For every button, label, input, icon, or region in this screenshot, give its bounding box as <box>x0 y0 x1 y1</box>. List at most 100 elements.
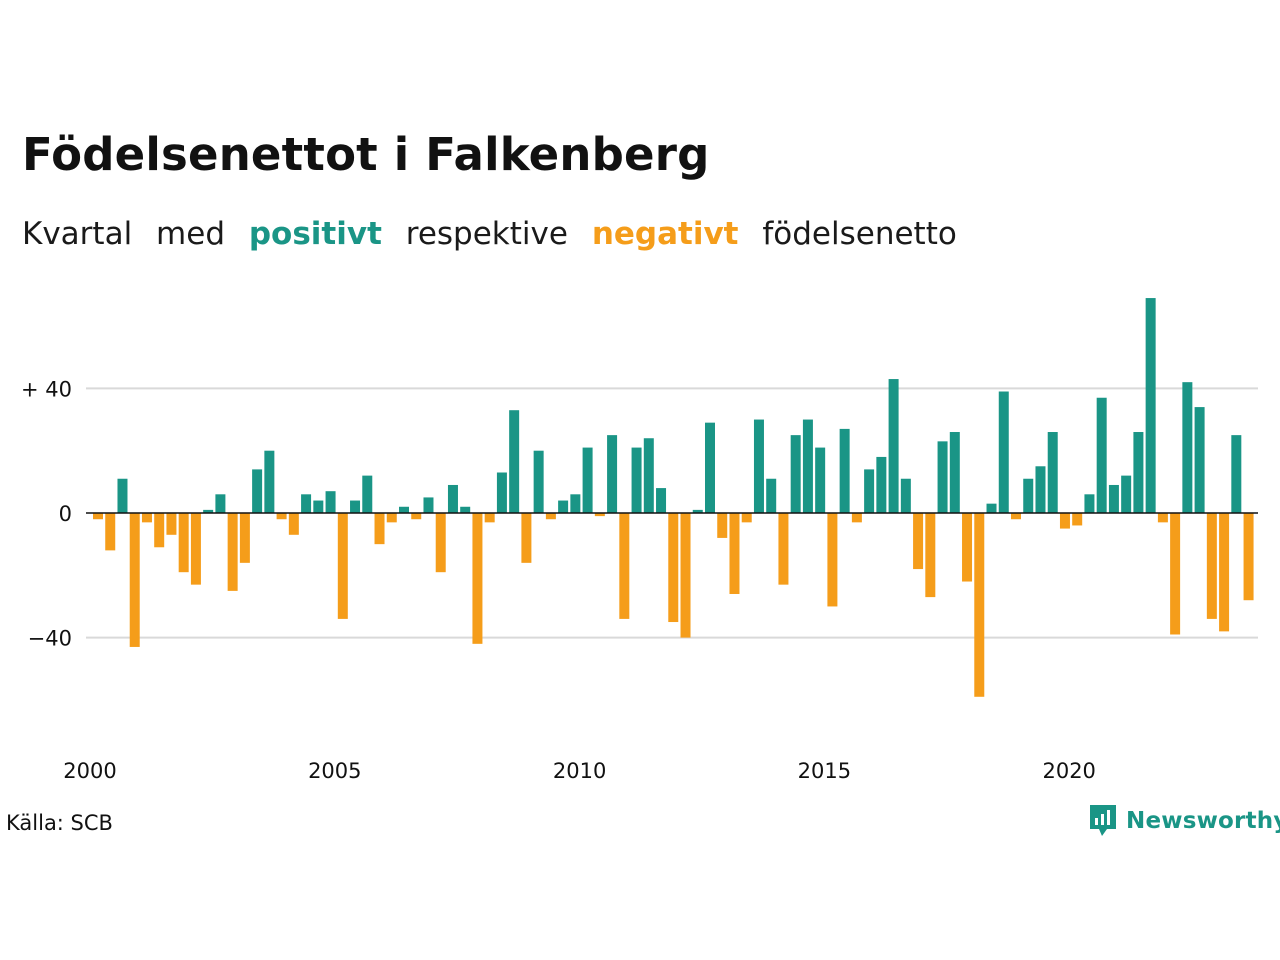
bar <box>778 513 789 585</box>
bar <box>252 469 263 513</box>
bar <box>1243 513 1254 601</box>
bar <box>1011 513 1021 520</box>
bar <box>117 478 128 514</box>
bar <box>558 500 569 513</box>
bar <box>705 422 715 513</box>
bar <box>1206 513 1217 619</box>
y-axis-ticks: + 40 0 −40 <box>21 377 72 650</box>
bar <box>827 513 838 607</box>
bar <box>1157 513 1168 523</box>
bar <box>1047 432 1058 513</box>
bar <box>423 497 434 514</box>
bar <box>1096 397 1107 513</box>
bar <box>203 509 214 513</box>
y-tick-label: + 40 <box>21 377 72 401</box>
bar <box>815 447 826 513</box>
bar <box>350 500 361 513</box>
bar <box>362 475 373 513</box>
bar <box>447 484 458 514</box>
bar <box>1219 513 1230 632</box>
y-tick-label: −40 <box>28 627 72 651</box>
bar <box>974 513 985 697</box>
bar <box>619 513 630 619</box>
bar <box>729 513 740 594</box>
subtitle-med: med <box>156 216 225 252</box>
bar <box>313 500 324 513</box>
bars <box>93 298 1254 697</box>
bar <box>105 513 116 551</box>
bar <box>900 478 911 514</box>
bar <box>925 513 936 598</box>
bar <box>1182 382 1193 513</box>
brand-name: Newsworthy <box>1126 808 1280 834</box>
bar <box>472 513 483 644</box>
bar <box>166 513 177 535</box>
bar <box>435 513 446 573</box>
bar <box>509 410 520 513</box>
bar <box>692 509 703 513</box>
x-tick-label: 2000 <box>63 759 116 783</box>
bar-chart: + 40 0 −40 2000 2005 2010 2015 2020 <box>21 298 1258 783</box>
bar <box>1170 513 1181 635</box>
bar <box>1133 432 1144 513</box>
bar <box>631 447 642 513</box>
bar <box>288 513 299 535</box>
bar <box>1108 484 1119 514</box>
bar <box>239 513 250 563</box>
bar <box>190 513 201 585</box>
bar <box>484 513 495 523</box>
bar <box>1084 494 1095 513</box>
subtitle-middle: respektive <box>405 216 568 252</box>
bar <box>570 494 581 513</box>
bar <box>876 456 887 513</box>
chart-title: Födelsenettot i Falkenberg <box>22 128 710 181</box>
bar <box>533 450 544 513</box>
bar <box>753 419 764 513</box>
bar <box>154 513 165 548</box>
bar <box>741 513 752 523</box>
bar <box>1072 513 1083 526</box>
bar <box>766 478 777 514</box>
bar <box>129 513 140 647</box>
bar <box>680 513 691 638</box>
bar <box>1231 435 1242 514</box>
bar <box>851 513 862 523</box>
bar <box>460 506 471 513</box>
bar <box>998 391 1009 513</box>
y-tick-label: 0 <box>59 502 72 526</box>
bar <box>937 441 948 513</box>
chart-subtitle: Kvartal med positivt respektive negativt… <box>22 216 971 252</box>
bar <box>1194 407 1205 513</box>
bar <box>1023 478 1034 514</box>
bar <box>1035 466 1046 514</box>
bar <box>178 513 189 573</box>
bar <box>962 513 973 582</box>
bar <box>656 488 667 513</box>
bar <box>215 494 226 513</box>
bar <box>374 513 385 545</box>
subtitle-negative-label: negativt <box>591 216 739 252</box>
subtitle-positive-label: positivt <box>248 216 382 252</box>
bar <box>264 450 275 513</box>
bar <box>913 513 924 570</box>
bar <box>399 506 409 513</box>
bar <box>607 435 618 514</box>
bar <box>301 494 312 513</box>
bar <box>227 513 238 591</box>
bar <box>325 491 336 513</box>
bar <box>386 513 397 523</box>
source-note: Källa: SCB <box>6 811 113 835</box>
bar <box>141 513 152 523</box>
x-axis-ticks: 2000 2005 2010 2015 2020 <box>63 759 1096 783</box>
subtitle-suffix: födelsenetto <box>762 216 957 252</box>
bar <box>521 513 532 563</box>
bar <box>717 513 728 538</box>
bar <box>949 432 960 513</box>
bar <box>668 513 679 623</box>
grid-lines <box>86 387 1258 639</box>
bar <box>790 435 801 514</box>
bar <box>594 513 605 517</box>
bar <box>986 503 997 514</box>
x-tick-label: 2005 <box>308 759 361 783</box>
bar <box>276 513 287 520</box>
